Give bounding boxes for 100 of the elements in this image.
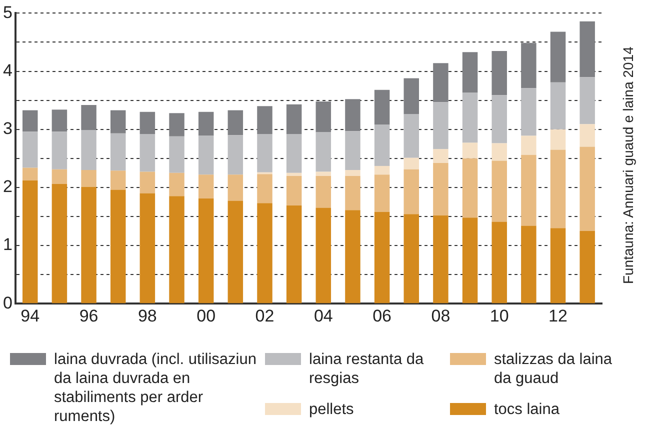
bar	[580, 77, 595, 124]
bar	[110, 170, 126, 190]
bar	[110, 110, 126, 134]
y-tick-label: 1	[2, 235, 12, 254]
y-tick-label: 3	[2, 119, 12, 138]
bar	[550, 129, 566, 150]
bar	[345, 170, 360, 176]
bar	[550, 150, 566, 228]
x-tick-label: 06	[372, 306, 392, 326]
bar	[52, 110, 68, 132]
bar	[521, 136, 536, 155]
bar	[198, 136, 214, 175]
bar	[169, 172, 184, 196]
bar	[433, 149, 448, 164]
bar	[462, 142, 478, 158]
legend-label: tocs laina	[494, 400, 560, 418]
bar	[374, 90, 390, 125]
bar	[316, 176, 332, 208]
bar	[81, 170, 96, 187]
bar	[580, 21, 595, 78]
bar	[228, 135, 244, 175]
legend-label: laina restanta da resgias	[309, 350, 425, 388]
bar	[22, 168, 38, 180]
bar	[286, 134, 302, 173]
x-tick-label: 04	[314, 306, 333, 326]
bar	[550, 228, 566, 304]
bar	[22, 110, 38, 132]
x-tick-label: 12	[548, 306, 568, 326]
y-tick-label: 5	[2, 2, 12, 22]
bar	[462, 158, 478, 218]
bar	[286, 205, 302, 304]
bar	[140, 193, 156, 304]
bar	[286, 104, 302, 134]
bar	[81, 186, 96, 304]
bar	[433, 163, 448, 216]
bar	[404, 78, 419, 114]
bar	[316, 132, 332, 172]
bar	[228, 200, 244, 304]
legend-label: laina duvrada (incl. utilisaziun da laina duvrada en stabiliments per arder ruments)	[54, 350, 258, 426]
y-tick-label: 4	[2, 60, 12, 80]
bar	[580, 146, 595, 231]
bar	[140, 134, 156, 172]
bar	[110, 133, 126, 171]
bar	[492, 143, 507, 161]
bar	[462, 92, 478, 143]
bar	[169, 136, 184, 173]
bar	[316, 208, 332, 304]
x-tick-label: 02	[255, 306, 274, 326]
bar	[374, 212, 390, 304]
bar	[374, 174, 390, 212]
bar	[257, 106, 272, 134]
bar	[52, 184, 68, 304]
bar	[286, 172, 302, 176]
bar	[374, 124, 390, 166]
bar	[316, 101, 332, 132]
bar	[404, 114, 419, 158]
bar	[169, 113, 184, 136]
x-tick-label: 00	[196, 306, 216, 326]
x-tick-label: 96	[79, 306, 98, 326]
bar	[345, 210, 360, 304]
bar	[81, 130, 96, 170]
bar	[580, 231, 595, 304]
bar	[550, 32, 566, 82]
bar	[22, 180, 38, 304]
bar	[433, 215, 448, 304]
bar	[140, 172, 156, 194]
bar	[198, 198, 214, 304]
bar	[492, 95, 507, 144]
bar	[374, 166, 390, 175]
bar	[492, 50, 507, 96]
bar	[257, 134, 272, 172]
bar	[286, 176, 302, 206]
bar	[345, 131, 360, 170]
bar	[198, 112, 214, 136]
bar	[404, 214, 419, 304]
bar	[228, 174, 244, 201]
bar	[462, 218, 478, 304]
bar	[492, 222, 507, 304]
x-tick-label: 08	[431, 306, 450, 326]
bar	[550, 82, 566, 130]
bar	[433, 63, 448, 102]
bar	[345, 176, 360, 210]
bar	[198, 174, 214, 198]
y-tick-label: 2	[2, 177, 12, 196]
text: Funtauna: Annuari guaud e laina 2014	[620, 45, 636, 286]
bar	[81, 104, 96, 130]
legend-label: stalizzas da laina da guaud	[494, 350, 614, 388]
bar	[521, 226, 536, 304]
bar	[110, 190, 126, 304]
bar	[169, 196, 184, 304]
bar	[492, 160, 507, 222]
bar	[433, 102, 448, 150]
bar	[521, 88, 536, 136]
bar	[521, 154, 536, 226]
bar	[521, 42, 536, 88]
y-tick-label: 0	[2, 293, 12, 312]
bar	[52, 132, 68, 170]
bar	[404, 169, 419, 214]
x-tick-label: 98	[138, 306, 157, 326]
bar	[404, 158, 419, 170]
